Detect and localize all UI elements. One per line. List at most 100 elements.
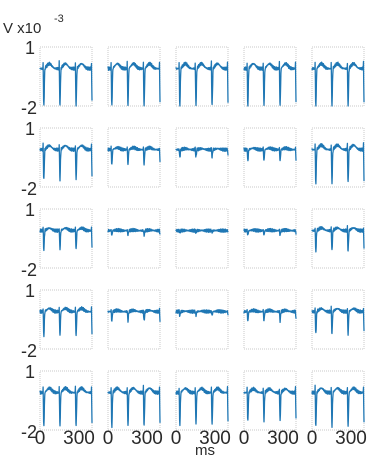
panel-frame — [311, 370, 365, 431]
panel-frame — [107, 370, 161, 431]
panel-frame — [107, 46, 161, 107]
y-tick-top-row-1: 1 — [25, 38, 35, 58]
ecg-trace — [243, 145, 297, 162]
x-tick-300-col-4: 300 — [267, 428, 299, 449]
panel-1-5 — [311, 46, 365, 107]
panel-frame — [311, 289, 365, 350]
x-tick-0-col-2: 0 — [103, 428, 114, 449]
ecg-trace — [175, 386, 229, 427]
y-tick-top-row-5: 1 — [25, 362, 35, 382]
ecg-trace — [243, 60, 297, 107]
x-tick-300-col-1: 300 — [63, 428, 95, 449]
panel-frame — [39, 127, 93, 188]
panel-1-1 — [39, 46, 93, 107]
panel-frame — [311, 46, 365, 107]
ecg-trace — [107, 145, 161, 166]
panel-4-5 — [311, 289, 365, 350]
x-tick-300-col-3: 300 — [199, 428, 231, 449]
x-tick-labels: 0 300 0 300 0 300 0 300 0 300 — [35, 428, 367, 449]
y-tick-top-row-2: 1 — [25, 119, 35, 139]
panel-3-1 — [39, 208, 93, 269]
panel-frame — [107, 127, 161, 188]
ecg-trace — [107, 227, 161, 237]
panel-1-2 — [107, 46, 161, 107]
ecg-trace — [107, 60, 161, 107]
y-tick-bottom-row-4: -2 — [21, 341, 37, 361]
panel-5-4 — [243, 370, 297, 431]
x-tick-0-col-4: 0 — [239, 428, 250, 449]
ecg-trace — [175, 309, 229, 318]
panel-1-4 — [243, 46, 297, 107]
panel-2-2 — [107, 127, 161, 188]
panel-3-4 — [243, 208, 297, 269]
y-tick-bottom-row-1: -2 — [21, 98, 37, 118]
ecg-trace — [243, 308, 297, 324]
panel-frame — [175, 289, 229, 350]
ecg-trace — [39, 226, 93, 252]
panel-frame — [175, 46, 229, 107]
panel-frame — [243, 46, 297, 107]
ecg-trace — [311, 305, 365, 336]
panel-frame — [175, 208, 229, 269]
ecg-trace — [39, 306, 93, 338]
x-tick-300-col-5: 300 — [335, 428, 367, 449]
y-axis-title-text: V x10 — [3, 20, 41, 37]
panel-3-3 — [175, 208, 229, 269]
ecg-trace — [175, 60, 229, 107]
y-tick-bottom-row-3: -2 — [21, 260, 37, 280]
panel-5-3 — [175, 370, 229, 431]
panel-frame — [311, 208, 365, 269]
x-axis-label: ms — [195, 442, 215, 457]
ecg-trace — [107, 307, 161, 323]
panel-frame — [311, 127, 365, 188]
panel-frame — [39, 289, 93, 350]
x-tick-0-col-3: 0 — [171, 428, 182, 449]
panel-frame — [243, 127, 297, 188]
y-tick-top-row-3: 1 — [25, 200, 35, 220]
ecg-trace — [175, 228, 229, 234]
panel-3-2 — [107, 208, 161, 269]
panel-5-1 — [39, 370, 93, 431]
panel-frame — [39, 46, 93, 107]
ecg-trace — [311, 384, 365, 428]
panel-frame — [243, 370, 297, 431]
ecg-trace — [175, 146, 229, 159]
panel-grid — [39, 46, 365, 431]
panel-frame — [175, 370, 229, 431]
panel-frame — [107, 208, 161, 269]
panel-1-3 — [175, 46, 229, 107]
y-tick-bottom-row-5: -2 — [21, 422, 37, 442]
panel-frame — [243, 208, 297, 269]
ecg-trace — [311, 60, 365, 107]
y-tick-labels: 1-21-21-21-21-2 — [21, 38, 37, 442]
panel-5-5 — [311, 370, 365, 431]
panel-4-3 — [175, 289, 229, 350]
panel-3-5 — [311, 208, 365, 269]
ecg-trace — [243, 227, 297, 237]
x-tick-0-col-1: 0 — [35, 428, 46, 449]
panel-2-5 — [311, 127, 365, 188]
ecg-trace — [39, 142, 93, 182]
y-axis-exponent: -3 — [54, 13, 64, 25]
y-axis-title: V x10 -3 — [3, 13, 64, 37]
panel-frame — [175, 127, 229, 188]
ecg-trace — [107, 384, 161, 429]
ecg-trace — [39, 385, 93, 427]
ecg-trace — [243, 386, 297, 423]
panel-frame — [107, 289, 161, 350]
x-tick-300-col-2: 300 — [131, 428, 163, 449]
y-tick-top-row-4: 1 — [25, 281, 35, 301]
panel-frame — [39, 208, 93, 269]
ecg-trace — [311, 142, 365, 185]
x-tick-0-col-5: 0 — [307, 428, 318, 449]
panel-frame — [39, 370, 93, 431]
panel-4-4 — [243, 289, 297, 350]
panel-2-1 — [39, 127, 93, 188]
panel-frame — [243, 289, 297, 350]
ecg-trace — [311, 225, 365, 253]
panel-2-3 — [175, 127, 229, 188]
ecg-trace — [39, 60, 93, 107]
panel-2-4 — [243, 127, 297, 188]
y-tick-bottom-row-2: -2 — [21, 179, 37, 199]
